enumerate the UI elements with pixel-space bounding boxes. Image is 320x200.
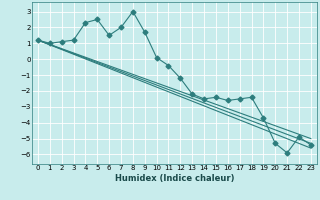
X-axis label: Humidex (Indice chaleur): Humidex (Indice chaleur) xyxy=(115,174,234,183)
